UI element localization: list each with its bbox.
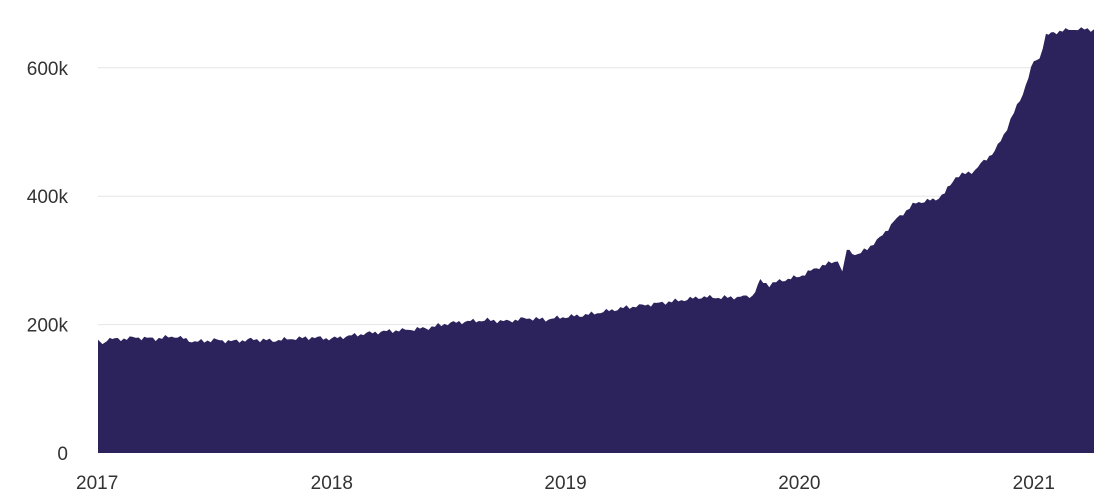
y-tick-label: 0 bbox=[57, 444, 68, 465]
y-tick-label: 600k bbox=[27, 59, 69, 80]
x-tick-label: 2019 bbox=[544, 473, 586, 494]
y-tick-label: 200k bbox=[27, 316, 69, 337]
area-series bbox=[98, 27, 1094, 453]
x-tick-label: 2018 bbox=[311, 473, 353, 494]
y-axis-ticks: 0 200k 400k 600k bbox=[27, 59, 69, 465]
x-tick-label: 2017 bbox=[76, 473, 118, 494]
x-tick-label: 2020 bbox=[778, 473, 820, 494]
x-tick-label: 2021 bbox=[1013, 473, 1055, 494]
x-axis-ticks: 2017 2018 2019 2020 2021 bbox=[76, 473, 1055, 494]
y-tick-label: 400k bbox=[27, 187, 69, 208]
area-series-layer bbox=[98, 27, 1094, 453]
